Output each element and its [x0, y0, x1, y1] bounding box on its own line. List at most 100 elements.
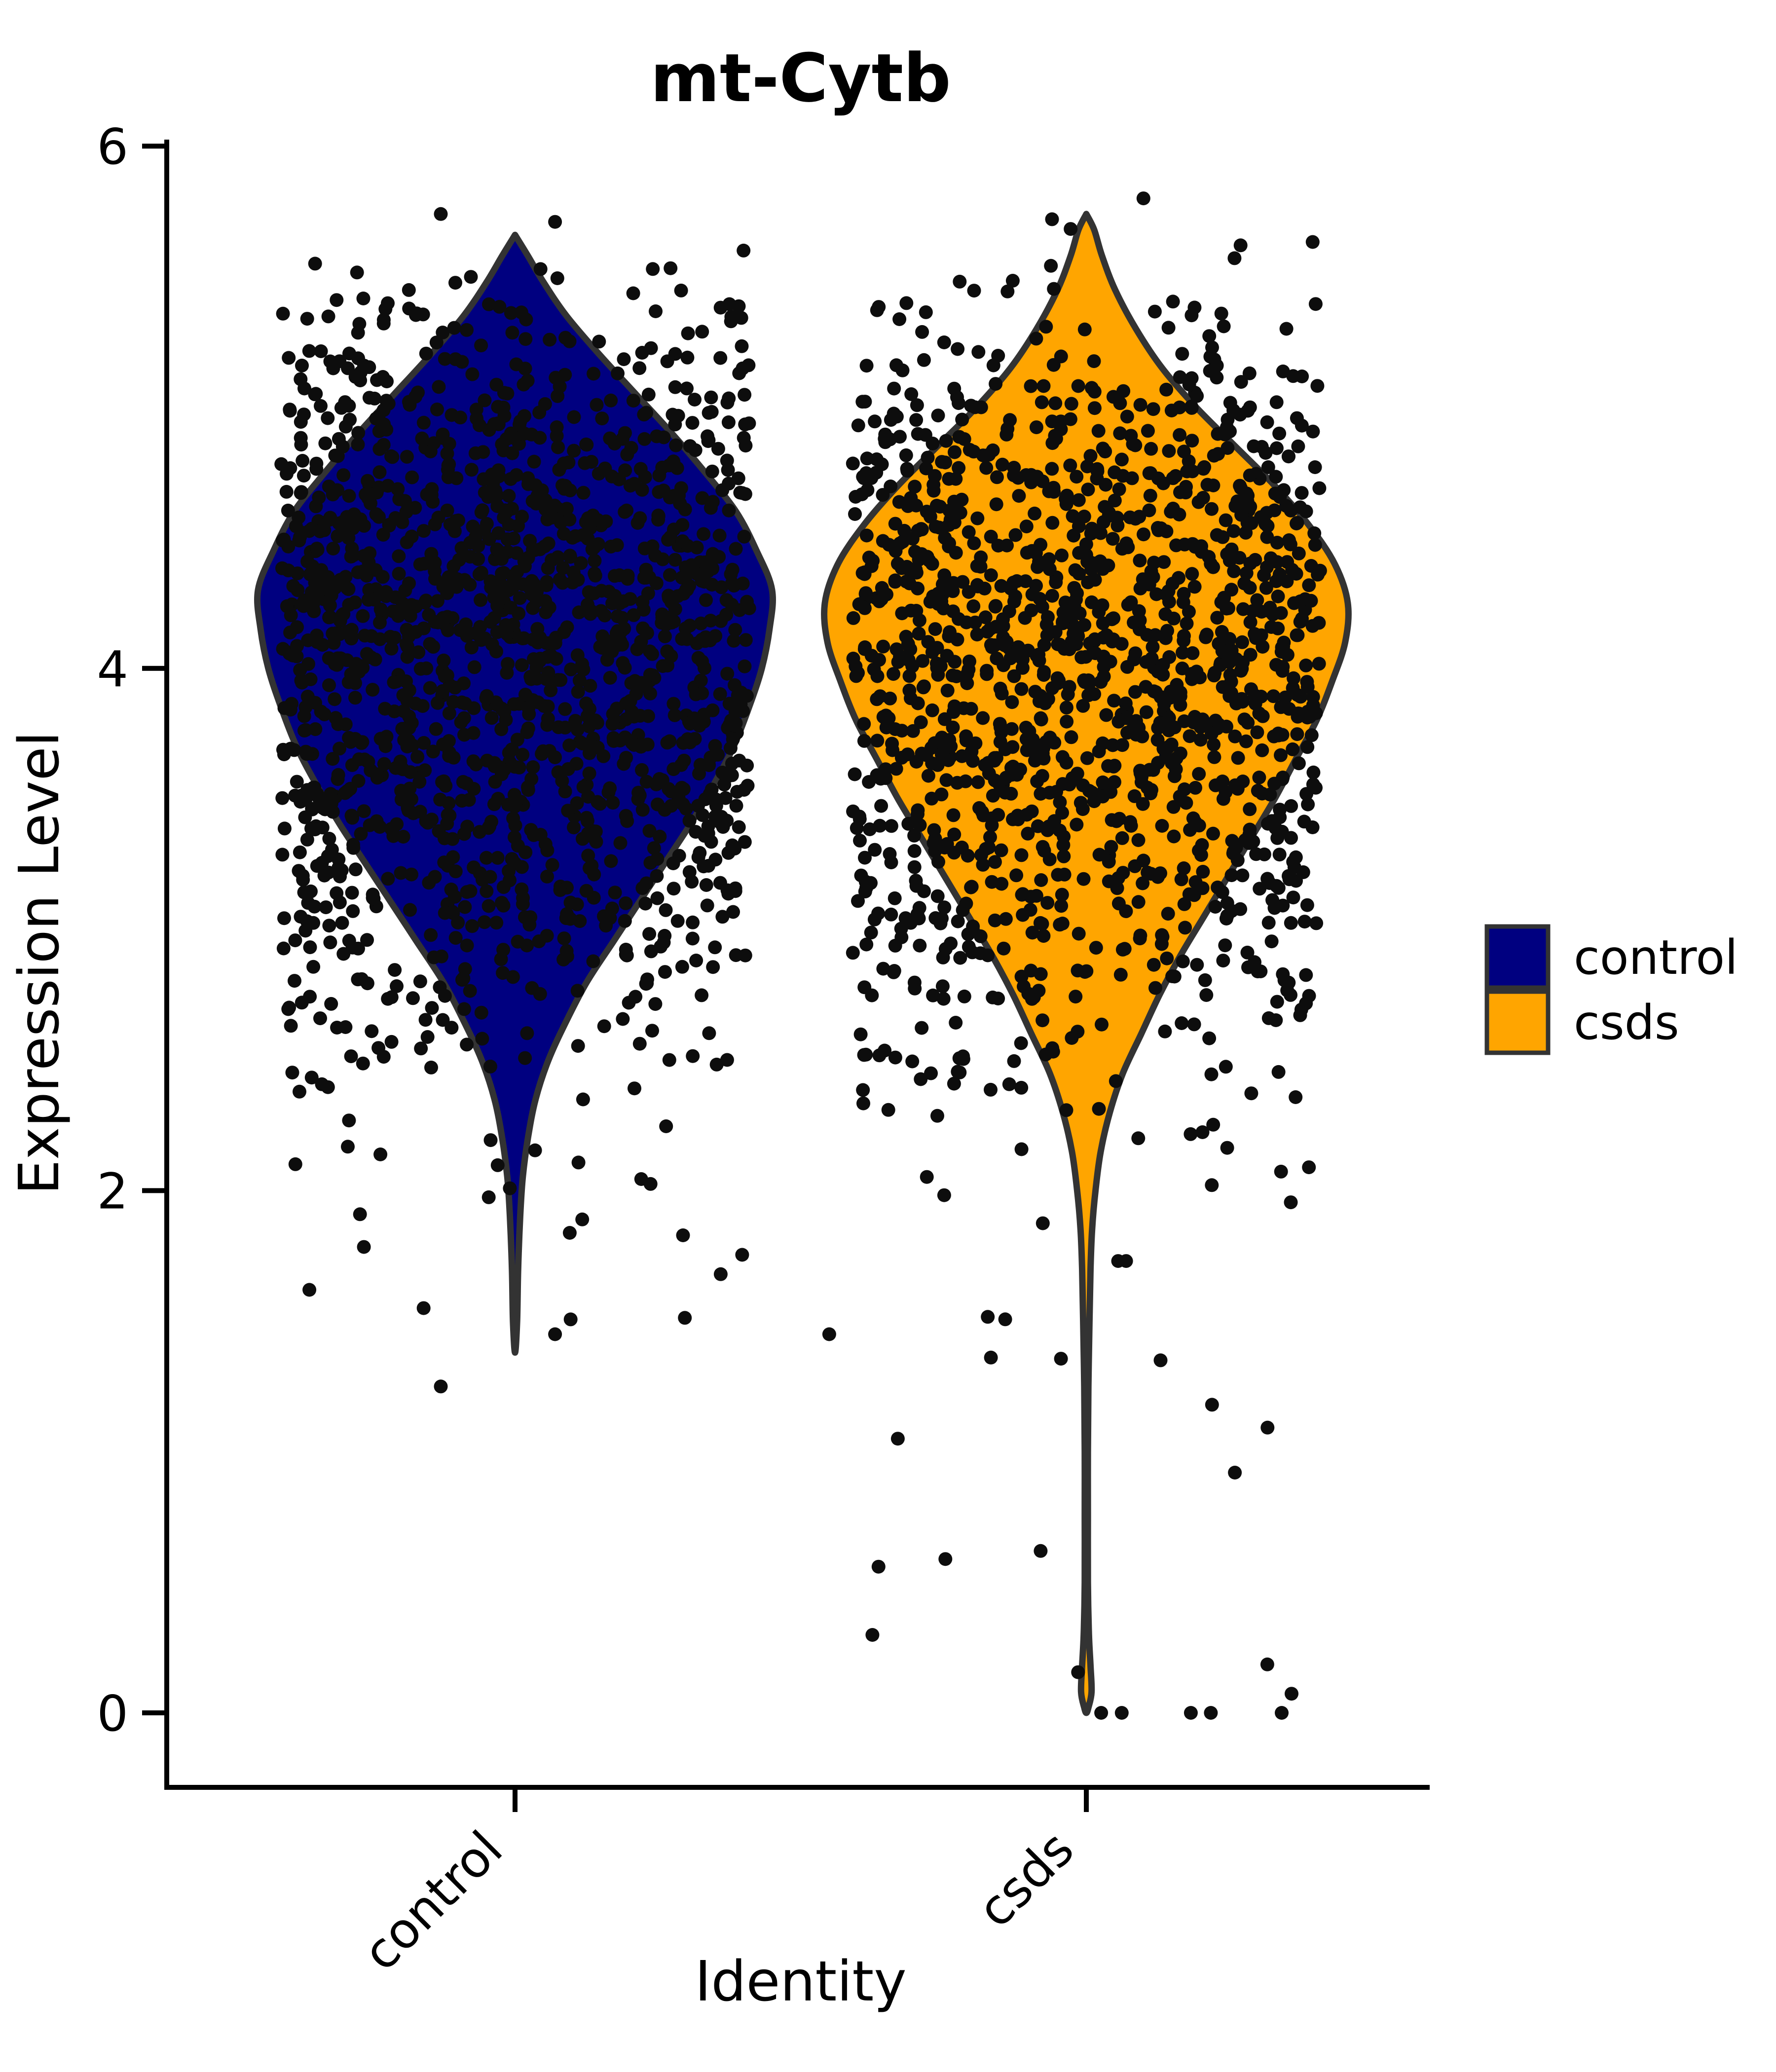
data-point	[1063, 458, 1077, 473]
data-point	[530, 622, 545, 636]
data-point	[321, 411, 335, 425]
data-point	[1282, 872, 1296, 887]
data-point	[1220, 547, 1234, 561]
data-point	[703, 554, 717, 568]
data-point	[1149, 587, 1164, 601]
data-point	[378, 302, 393, 316]
data-point	[385, 450, 400, 464]
data-point	[460, 629, 474, 643]
data-point	[894, 930, 909, 944]
data-point	[448, 276, 462, 290]
data-point	[925, 756, 939, 771]
data-point	[464, 270, 478, 284]
data-point	[1305, 820, 1320, 834]
data-point	[353, 1207, 367, 1221]
data-point	[387, 675, 401, 689]
data-point	[993, 681, 1007, 696]
data-point	[290, 775, 304, 789]
data-point	[649, 576, 664, 591]
data-point	[1081, 688, 1096, 703]
data-point	[627, 738, 641, 752]
data-point	[541, 561, 555, 575]
y-tick-mark	[142, 1188, 164, 1193]
data-point	[626, 286, 640, 300]
data-point	[642, 824, 657, 838]
data-point	[946, 576, 961, 590]
data-point	[663, 490, 677, 505]
data-point	[735, 339, 749, 353]
data-point	[441, 623, 455, 637]
data-point	[394, 792, 408, 807]
data-point	[351, 426, 366, 440]
data-point	[632, 361, 647, 375]
data-point	[921, 769, 935, 783]
data-point	[290, 649, 304, 664]
data-point	[285, 1066, 299, 1080]
data-point	[894, 750, 909, 765]
data-point	[313, 524, 327, 539]
data-point	[592, 334, 606, 349]
data-point	[449, 471, 464, 485]
data-point	[1187, 1017, 1201, 1032]
data-point	[675, 632, 689, 646]
data-point	[1136, 876, 1150, 890]
data-point	[482, 819, 497, 834]
data-point	[709, 1057, 724, 1072]
data-point	[393, 754, 407, 769]
data-point	[635, 803, 650, 817]
data-point	[1276, 660, 1290, 674]
data-point	[497, 386, 511, 400]
data-point	[288, 788, 302, 803]
data-point	[483, 1059, 497, 1073]
data-point	[1024, 379, 1038, 393]
data-point	[1105, 813, 1119, 827]
data-point	[1223, 396, 1237, 410]
data-point	[1223, 668, 1237, 682]
data-point	[1248, 553, 1262, 567]
data-point	[978, 758, 992, 772]
data-point	[848, 507, 862, 521]
data-point	[1220, 719, 1233, 734]
data-point	[1249, 631, 1263, 645]
data-point	[1195, 712, 1210, 727]
data-point	[988, 913, 1002, 927]
data-point	[483, 1133, 498, 1147]
data-point	[1030, 774, 1044, 788]
data-point	[864, 471, 879, 485]
data-point	[1228, 1466, 1242, 1480]
data-point	[399, 505, 413, 519]
data-point	[366, 888, 380, 902]
data-point	[1158, 1024, 1172, 1038]
data-point	[666, 697, 681, 711]
data-point	[290, 639, 304, 653]
data-point	[1062, 680, 1076, 694]
data-point	[636, 621, 650, 635]
data-point	[1119, 904, 1133, 919]
data-point	[517, 377, 531, 392]
data-point	[1219, 513, 1233, 527]
data-point	[612, 472, 626, 486]
y-tick-mark	[142, 666, 164, 671]
data-point	[696, 808, 710, 822]
data-point	[988, 773, 1002, 787]
data-point	[1142, 503, 1156, 518]
data-point	[515, 658, 529, 672]
data-point	[463, 884, 478, 898]
data-point	[1207, 750, 1221, 764]
data-point	[503, 1181, 517, 1195]
data-point	[405, 867, 418, 882]
data-point	[591, 795, 605, 809]
x-axis-title: Identity	[695, 1950, 906, 2014]
data-point	[471, 552, 485, 566]
data-point	[1034, 873, 1048, 887]
data-point	[1261, 916, 1276, 930]
data-point	[659, 1119, 673, 1133]
data-point	[717, 777, 732, 792]
data-point	[369, 507, 383, 521]
data-point	[938, 1552, 953, 1566]
data-point	[1055, 750, 1070, 764]
data-point	[683, 716, 697, 731]
data-point	[550, 420, 564, 434]
data-point	[1202, 329, 1217, 343]
data-point	[1071, 379, 1085, 393]
